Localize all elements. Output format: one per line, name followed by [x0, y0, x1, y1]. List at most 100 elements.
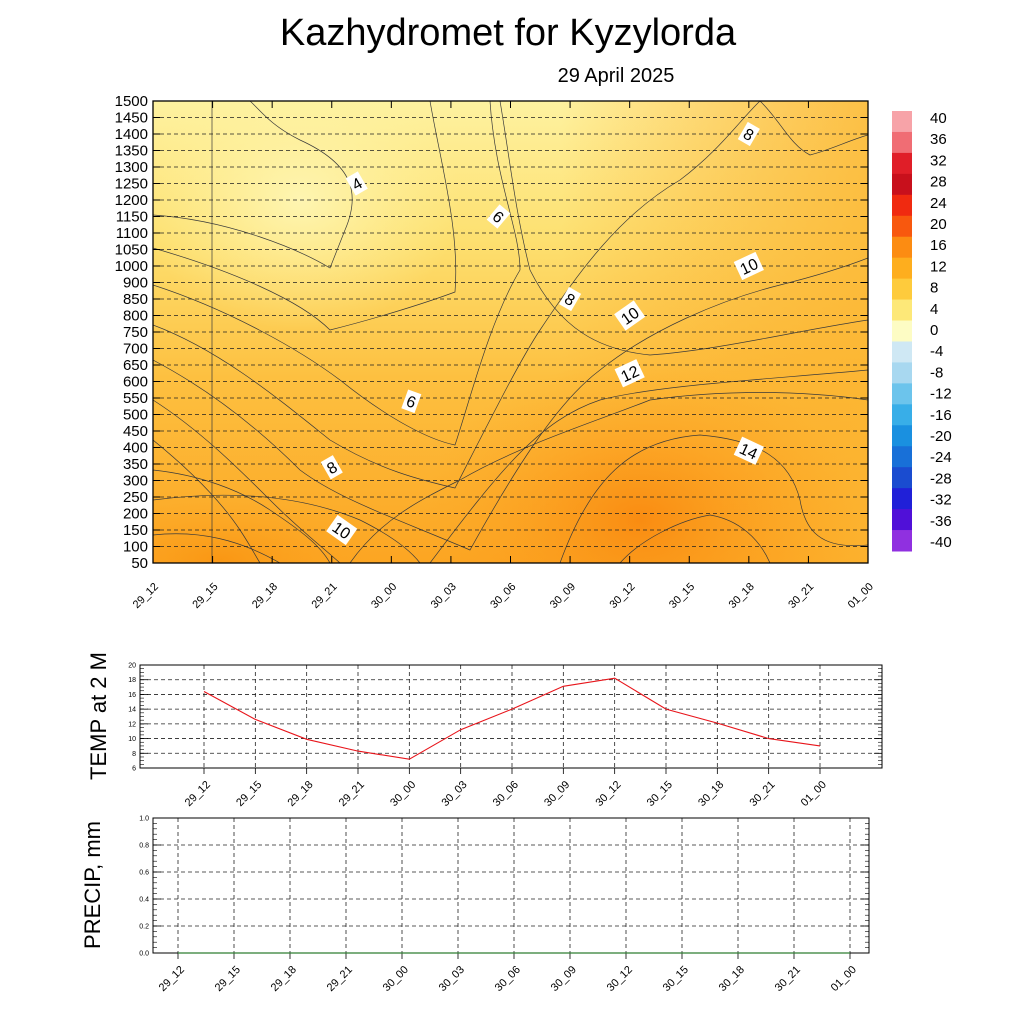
panel-x-tick-label: 30_21	[747, 779, 777, 809]
temp-series-line	[203, 677, 821, 760]
colorbar-tick-label: -28	[930, 470, 952, 487]
colorbar-tick-label: 4	[930, 301, 938, 318]
contour-label: 8	[320, 455, 343, 480]
colorbar-swatch	[892, 509, 912, 531]
contour-label-bg	[614, 359, 645, 388]
colorbar-tick-label: 0	[930, 322, 938, 339]
panel-x-tick-label: 30_09	[542, 779, 572, 809]
contour-label: 10	[733, 251, 764, 281]
main-x-tick-label: 29_21	[310, 581, 340, 611]
contour-label: 10	[326, 514, 358, 546]
colorbar-tick-label: -36	[930, 513, 952, 530]
contour-label-text: 12	[619, 363, 642, 386]
contour-line	[153, 101, 353, 269]
contour-label: 12	[614, 359, 645, 388]
panel-y-tick-label: 10	[128, 736, 136, 743]
main-y-tick-label: 200	[123, 506, 148, 523]
contour-label-bg	[320, 455, 343, 480]
panel-y-tick-label: 0.2	[139, 924, 149, 931]
main-y-tick-label: 1000	[115, 258, 148, 275]
main-y-tick-label: 450	[123, 423, 148, 440]
main-y-tick-label: 350	[123, 456, 148, 473]
main-y-tick-label: 1300	[115, 159, 148, 176]
main-x-tick-label: 29_18	[250, 581, 280, 611]
panel-x-tick-label: 30_18	[717, 964, 747, 994]
precip-grid	[153, 818, 869, 953]
temperature-cross-section-panel: 1500145014001350130012501200115011001050…	[115, 93, 876, 611]
panel-y-tick-label: 16	[128, 692, 136, 699]
contour-line	[153, 494, 421, 563]
main-y-tick-label: 1250	[115, 176, 148, 193]
colorbar-tick-label: -40	[930, 534, 952, 551]
colorbar-swatch	[892, 236, 912, 259]
contour-label: 8	[737, 121, 760, 147]
panel-y-tick-label: 1.0	[139, 816, 149, 823]
panel-x-tick-label: 30_03	[439, 779, 469, 809]
contour-line	[153, 101, 457, 331]
main-y-tick-label: 1150	[116, 209, 148, 226]
panel-y-tick-label: 14	[128, 707, 136, 714]
precip-ylabel: PRECIP, mm	[80, 821, 105, 949]
colorbar-swatch	[892, 530, 912, 552]
temp-y-axis: 6 8 10 12 14 16 18 20	[128, 663, 882, 773]
colorbar-tick-label: 40	[930, 110, 947, 127]
contour-label: 6	[486, 204, 511, 229]
panel-x-tick-label: 29_18	[269, 964, 299, 994]
main-y-tick-label: 100	[123, 539, 148, 556]
panel-y-tick-label: 12	[128, 721, 136, 728]
colorbar-swatch	[892, 467, 912, 489]
main-y-tick-label: 600	[123, 374, 148, 391]
colorbar-swatch	[892, 425, 912, 447]
panel-x-tick-label: 29_12	[183, 779, 213, 809]
panel-x-tick-label: 30_06	[491, 779, 521, 809]
panel-x-tick-label: 01_00	[829, 964, 859, 994]
contour-label: 8	[559, 286, 582, 312]
main-x-tick-label: 30_03	[429, 581, 459, 611]
panel-x-tick-label: 29_21	[325, 964, 355, 994]
contour-line	[429, 369, 868, 563]
colorbar-tick-label: -8	[930, 364, 943, 381]
main-y-tick-label: 550	[123, 390, 148, 407]
panel-x-tick-label: 30_03	[437, 964, 467, 994]
colorbar-tick-label: -12	[930, 386, 952, 403]
main-grid	[153, 117, 868, 547]
main-y-tick-label: 1500	[115, 93, 148, 110]
colorbar-swatch	[892, 383, 912, 405]
contour-label-bg	[326, 514, 358, 546]
contour-line	[349, 392, 868, 563]
colorbar-swatch	[892, 278, 912, 301]
main-x-tick-label: 30_21	[786, 581, 816, 611]
main-x-tick-label: 30_12	[607, 581, 637, 611]
main-x-tick-label: 30_18	[727, 581, 757, 611]
main-y-tick-label: 1400	[115, 126, 148, 143]
contour-line	[619, 514, 771, 563]
main-y-tick-label: 800	[123, 308, 148, 325]
main-y-tick-label: 400	[123, 440, 148, 457]
contour-label-text: 14	[737, 441, 760, 464]
main-x-tick-label: 30_00	[369, 581, 399, 611]
colorbar-swatch	[892, 320, 912, 342]
main-y-tick-label: 1350	[115, 143, 148, 160]
colorbar-tick-label: 24	[930, 195, 947, 212]
colorbar-tick-label: 20	[930, 216, 947, 233]
panel-y-tick-label: 0.6	[139, 870, 149, 877]
temp-ylabel: TEMP at 2 M	[86, 652, 111, 780]
panel-x-tick-label: 29_15	[213, 964, 243, 994]
contour-line	[153, 439, 261, 563]
main-y-tick-label: 900	[123, 275, 148, 292]
colorbar-swatch	[892, 215, 912, 238]
contour-label: 10	[614, 300, 646, 331]
precip-panel: PRECIP, mm 0.0 0.2 0.4 0.6 0.8 1.0 29_12 29_15…	[80, 816, 870, 994]
panel-y-tick-label: 18	[128, 677, 136, 684]
panel-y-tick-label: 6	[132, 766, 136, 773]
main-x-tick-label: 30_15	[667, 581, 697, 611]
colorbar-tick-label: 28	[930, 174, 947, 191]
colorbar-swatch	[892, 299, 912, 322]
contour-label: 6	[401, 389, 422, 414]
panel-x-tick-label: 30_15	[645, 779, 675, 809]
colorbar-tick-label: 8	[930, 280, 938, 297]
main-x-tick-label: 30_09	[548, 581, 578, 611]
panel-x-tick-label: 30_12	[593, 779, 623, 809]
contour-label-bg	[614, 300, 646, 331]
